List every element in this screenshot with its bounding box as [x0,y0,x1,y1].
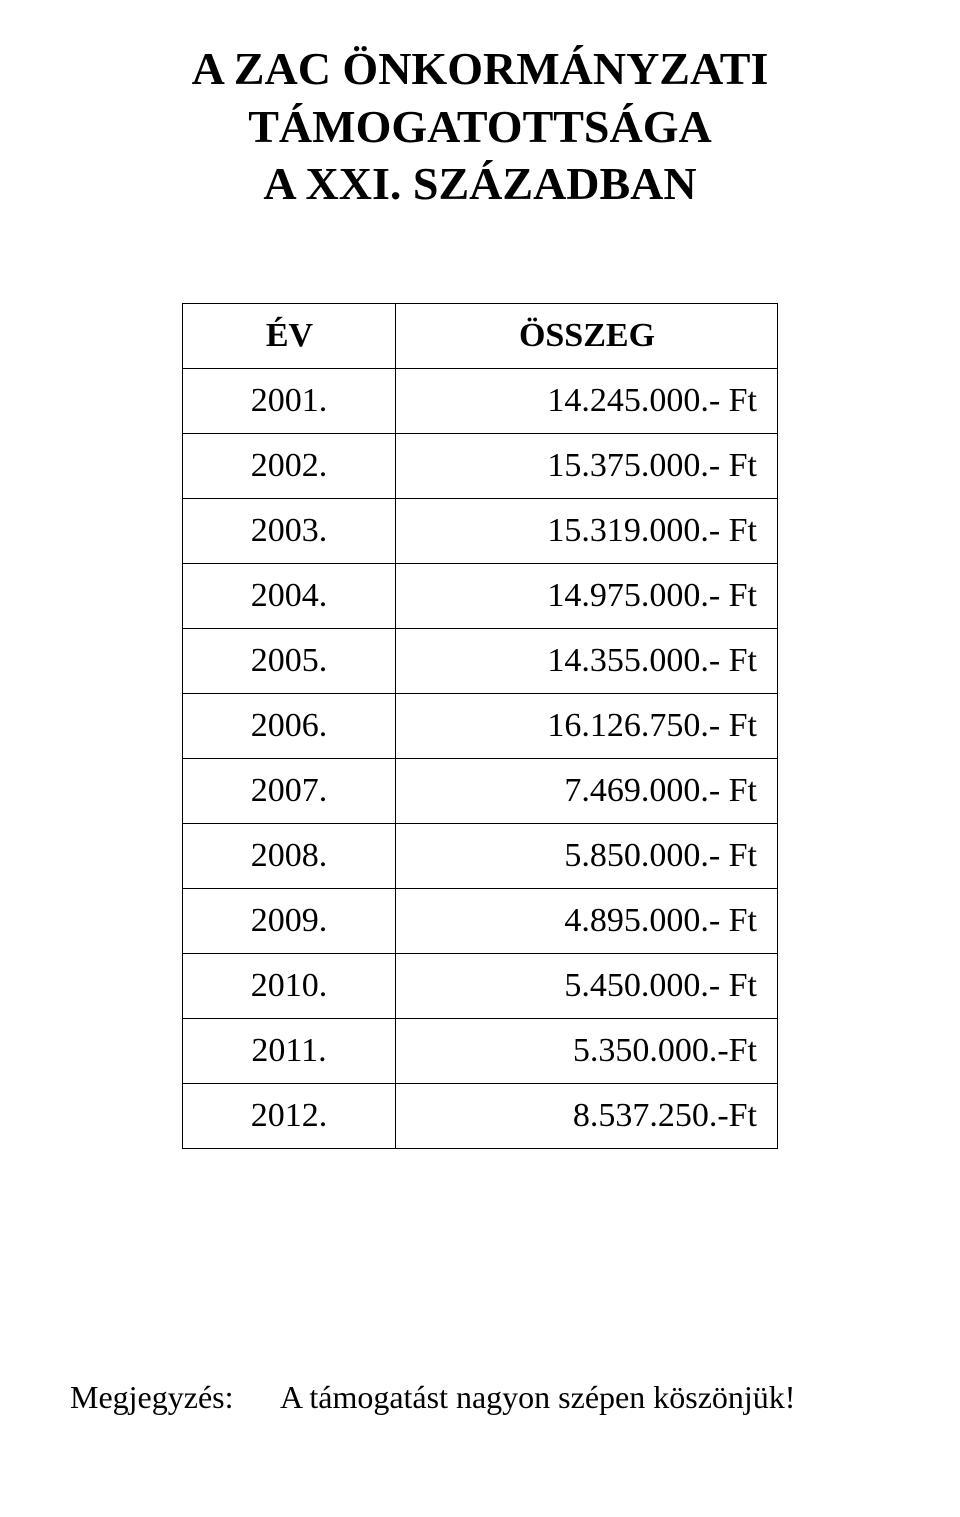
cell-year: 2008. [183,823,396,888]
table-row: 2001.14.245.000.- Ft [183,368,778,433]
cell-amount: 5.450.000.- Ft [396,953,778,1018]
table-row: 2003.15.319.000.- Ft [183,498,778,563]
table-header-row: ÉV ÖSSZEG [183,303,778,368]
table-row: 2008.5.850.000.- Ft [183,823,778,888]
cell-year: 2002. [183,433,396,498]
header-amount: ÖSSZEG [396,303,778,368]
table-row: 2009.4.895.000.- Ft [183,888,778,953]
cell-year: 2007. [183,758,396,823]
table-row: 2004.14.975.000.- Ft [183,563,778,628]
cell-year: 2010. [183,953,396,1018]
support-table: ÉV ÖSSZEG 2001.14.245.000.- Ft2002.15.37… [182,303,778,1149]
title-line-1: A ZAC ÖNKORMÁNYZATI [60,40,900,98]
cell-amount: 5.850.000.- Ft [396,823,778,888]
table-row: 2005.14.355.000.- Ft [183,628,778,693]
header-year: ÉV [183,303,396,368]
cell-amount: 5.350.000.-Ft [396,1018,778,1083]
document-page: A ZAC ÖNKORMÁNYZATI TÁMOGATOTTSÁGA A XXI… [0,0,960,1416]
cell-amount: 16.126.750.- Ft [396,693,778,758]
cell-amount: 14.355.000.- Ft [396,628,778,693]
cell-year: 2012. [183,1083,396,1148]
table-row: 2006.16.126.750.- Ft [183,693,778,758]
cell-year: 2004. [183,563,396,628]
cell-amount: 14.245.000.- Ft [396,368,778,433]
table-row: 2007.7.469.000.- Ft [183,758,778,823]
table-row: 2002.15.375.000.- Ft [183,433,778,498]
footnote-label: Megjegyzés: [70,1379,280,1416]
cell-year: 2003. [183,498,396,563]
title-line-2: TÁMOGATOTTSÁGA [60,98,900,156]
cell-year: 2011. [183,1018,396,1083]
cell-year: 2006. [183,693,396,758]
table-body: 2001.14.245.000.- Ft2002.15.375.000.- Ft… [183,368,778,1148]
cell-year: 2009. [183,888,396,953]
table-row: 2011.5.350.000.-Ft [183,1018,778,1083]
cell-amount: 15.319.000.- Ft [396,498,778,563]
cell-amount: 8.537.250.-Ft [396,1083,778,1148]
footnote-text: A támogatást nagyon szépen köszönjük! [280,1379,795,1416]
cell-amount: 15.375.000.- Ft [396,433,778,498]
title-line-3: A XXI. SZÁZADBAN [60,155,900,213]
footnote: Megjegyzés: A támogatást nagyon szépen k… [70,1379,900,1416]
cell-amount: 7.469.000.- Ft [396,758,778,823]
table-row: 2010.5.450.000.- Ft [183,953,778,1018]
cell-year: 2005. [183,628,396,693]
cell-amount: 4.895.000.- Ft [396,888,778,953]
table-row: 2012.8.537.250.-Ft [183,1083,778,1148]
cell-amount: 14.975.000.- Ft [396,563,778,628]
document-title: A ZAC ÖNKORMÁNYZATI TÁMOGATOTTSÁGA A XXI… [60,40,900,213]
cell-year: 2001. [183,368,396,433]
